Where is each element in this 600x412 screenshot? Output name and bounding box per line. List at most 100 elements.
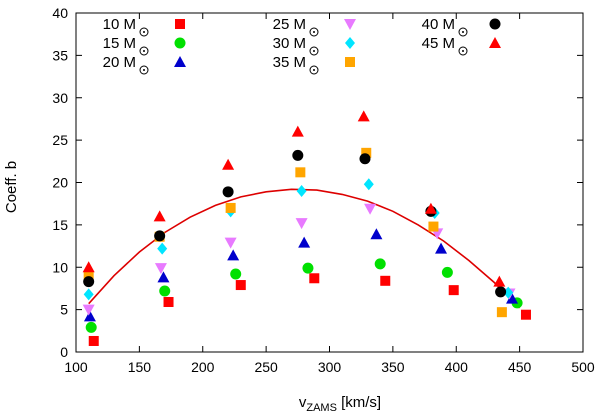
solar-symbol-dot: [462, 31, 464, 33]
data-point: [224, 237, 237, 249]
y-tick-label: 35: [52, 47, 68, 63]
data-point: [506, 292, 519, 304]
data-point: [222, 158, 235, 170]
x-tick-label: 450: [508, 359, 532, 375]
solar-symbol-dot: [313, 31, 315, 33]
data-point: [435, 242, 448, 254]
legend-label: 20 M: [103, 54, 136, 71]
data-point: [159, 285, 171, 297]
data-point: [153, 210, 166, 222]
y-tick-label: 10: [52, 259, 68, 275]
solar-symbol-icon: [139, 65, 149, 75]
legend-marker: [344, 19, 356, 30]
data-point: [374, 258, 386, 270]
data-point: [291, 125, 304, 137]
legend-marker: [174, 37, 186, 49]
y-tick-label: 20: [52, 175, 68, 191]
data-point: [154, 230, 166, 242]
data-point: [235, 280, 246, 291]
data-point: [309, 273, 320, 284]
series-20: [83, 228, 519, 322]
x-tick-label: 350: [381, 359, 405, 375]
data-point: [83, 310, 96, 322]
data-point: [520, 309, 531, 320]
axis-ticks: 100 150 200 250 300 350 400 450 500 0 5 10 15 20 25 30 3…: [52, 5, 594, 375]
legend-marker: [489, 18, 501, 30]
data-point: [495, 286, 507, 298]
legend-label: 10 M: [103, 16, 136, 33]
data-point: [230, 268, 242, 280]
x-tick-label: 400: [445, 359, 469, 375]
solar-symbol-dot: [462, 50, 464, 52]
y-tick-label: 25: [52, 132, 68, 148]
data-point: [357, 110, 370, 122]
legend-label: 30 M: [273, 35, 306, 52]
x-axis-title-subscript: ZAMS: [306, 402, 337, 412]
y-axis-title: Coeff. b: [3, 161, 20, 213]
data-point: [292, 149, 304, 161]
x-tick-label: 250: [254, 359, 278, 375]
x-axis-title-unit: [km/s]: [337, 394, 381, 411]
legend-entry-30: 30 M: [273, 35, 355, 56]
data-point: [88, 335, 99, 346]
legend-entry-10: 10 M: [103, 16, 185, 37]
data-point: [157, 242, 168, 255]
series-10: [88, 273, 531, 346]
legend-marker: [489, 37, 501, 48]
data-point: [424, 202, 437, 214]
data-points: [82, 110, 531, 346]
data-point: [298, 236, 311, 248]
data-point: [83, 276, 95, 288]
x-tick-label: 500: [571, 359, 595, 375]
y-tick-label: 0: [60, 344, 68, 360]
legend-label: 45 M: [422, 35, 455, 52]
solar-symbol-dot: [313, 50, 315, 52]
data-point: [493, 275, 506, 287]
data-point: [448, 285, 459, 296]
solar-symbol-dot: [143, 50, 145, 52]
solar-symbol-icon: [139, 46, 149, 56]
x-axis-title-symbol: v: [299, 394, 307, 411]
legend-label: 35 M: [273, 54, 306, 71]
data-point: [296, 184, 307, 197]
data-point: [361, 147, 372, 158]
data-point: [163, 296, 174, 307]
data-point: [302, 262, 314, 274]
legend-marker: [345, 37, 355, 49]
data-point: [380, 275, 391, 286]
solar-symbol-icon: [458, 27, 468, 37]
legend-entry-45: 45 M: [422, 35, 501, 56]
legend-entry-40: 40 M: [422, 16, 501, 37]
data-point: [441, 266, 453, 278]
data-point: [83, 288, 94, 301]
legend-entry-15: 15 M: [103, 35, 186, 56]
x-tick-label: 100: [64, 359, 88, 375]
solar-symbol-dot: [313, 69, 315, 71]
solar-symbol-icon: [309, 27, 319, 37]
solar-symbol-dot: [143, 69, 145, 71]
data-point: [157, 271, 170, 283]
legend-label: 40 M: [422, 16, 455, 33]
data-point: [154, 263, 167, 275]
y-tick-label: 5: [60, 302, 68, 318]
x-tick-label: 200: [191, 359, 215, 375]
data-point: [82, 304, 95, 316]
legend-label: 25 M: [273, 16, 306, 33]
y-tick-label: 40: [52, 5, 68, 21]
data-point: [295, 167, 306, 178]
data-point: [370, 228, 383, 240]
legend-entry-25: 25 M: [273, 16, 356, 37]
legend-marker: [175, 19, 185, 29]
legend: 10 M 15 M 20 M 25 M 30 M 35 M 40 M 45 M: [103, 16, 501, 75]
legend-label: 15 M: [103, 35, 136, 52]
data-point: [364, 203, 377, 215]
solar-symbol-icon: [139, 27, 149, 37]
y-tick-label: 30: [52, 90, 68, 106]
legend-marker: [174, 56, 186, 67]
series-15: [85, 258, 523, 333]
data-point: [295, 218, 308, 230]
solar-symbol-icon: [309, 46, 319, 56]
solar-symbol-icon: [309, 65, 319, 75]
legend-marker: [345, 57, 355, 67]
